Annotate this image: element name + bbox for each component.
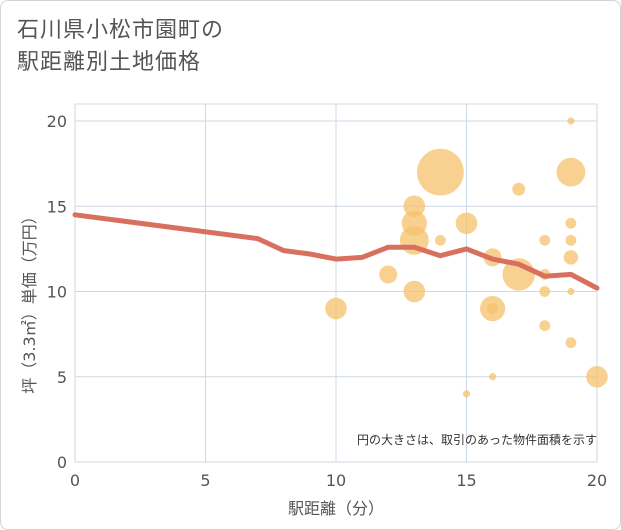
data-bubble bbox=[325, 297, 347, 320]
x-axis-label: 駅距離（分） bbox=[288, 499, 384, 518]
data-bubble bbox=[563, 250, 579, 265]
data-bubble bbox=[539, 234, 551, 246]
y-tick-label: 0 bbox=[57, 453, 67, 472]
trend-layer bbox=[72, 212, 600, 291]
y-tick-label: 5 bbox=[57, 368, 67, 387]
chart-title-line2: 駅距離別土地価格 bbox=[17, 50, 202, 75]
data-bubble bbox=[539, 320, 551, 331]
data-bubble bbox=[403, 280, 426, 303]
x-tick-label: 20 bbox=[587, 471, 607, 490]
data-bubble bbox=[556, 157, 586, 187]
y-axis-label: 坪（3.3㎡）単価（万円） bbox=[20, 208, 39, 393]
data-bubble bbox=[489, 373, 497, 381]
bubble-layer bbox=[325, 117, 608, 398]
x-tick-label: 5 bbox=[200, 471, 210, 490]
data-bubble bbox=[565, 234, 577, 246]
data-bubble bbox=[455, 212, 478, 235]
legend-note: 円の大きさは、取引のあった物件面積を示す bbox=[357, 432, 597, 447]
y-tick-label: 20 bbox=[47, 112, 67, 131]
data-bubble bbox=[586, 365, 608, 388]
data-bubble bbox=[539, 286, 551, 297]
data-bubble bbox=[417, 148, 464, 196]
chart-title-line1: 石川県小松市園町の bbox=[17, 18, 225, 43]
grid bbox=[74, 104, 598, 463]
data-bubble bbox=[565, 337, 577, 349]
chart-title: 石川県小松市園町の 駅距離別土地価格 bbox=[17, 15, 224, 79]
y-tick-label: 10 bbox=[47, 283, 67, 302]
x-tick-label: 15 bbox=[456, 471, 476, 490]
data-bubble bbox=[565, 217, 577, 229]
trend-line bbox=[72, 212, 600, 291]
x-axis: 0 5 10 15 20 bbox=[70, 471, 607, 490]
data-bubble bbox=[462, 390, 471, 398]
data-bubble bbox=[435, 234, 446, 246]
data-bubble bbox=[567, 287, 575, 296]
y-axis: 0 5 10 15 20 bbox=[47, 112, 67, 472]
data-bubble bbox=[567, 117, 575, 125]
data-bubble bbox=[403, 195, 426, 218]
data-bubble bbox=[487, 303, 498, 314]
x-tick-label: 0 bbox=[70, 471, 80, 490]
y-tick-label: 15 bbox=[47, 197, 67, 216]
data-bubble bbox=[512, 182, 526, 196]
x-tick-label: 10 bbox=[326, 471, 346, 490]
data-bubble bbox=[379, 265, 398, 284]
